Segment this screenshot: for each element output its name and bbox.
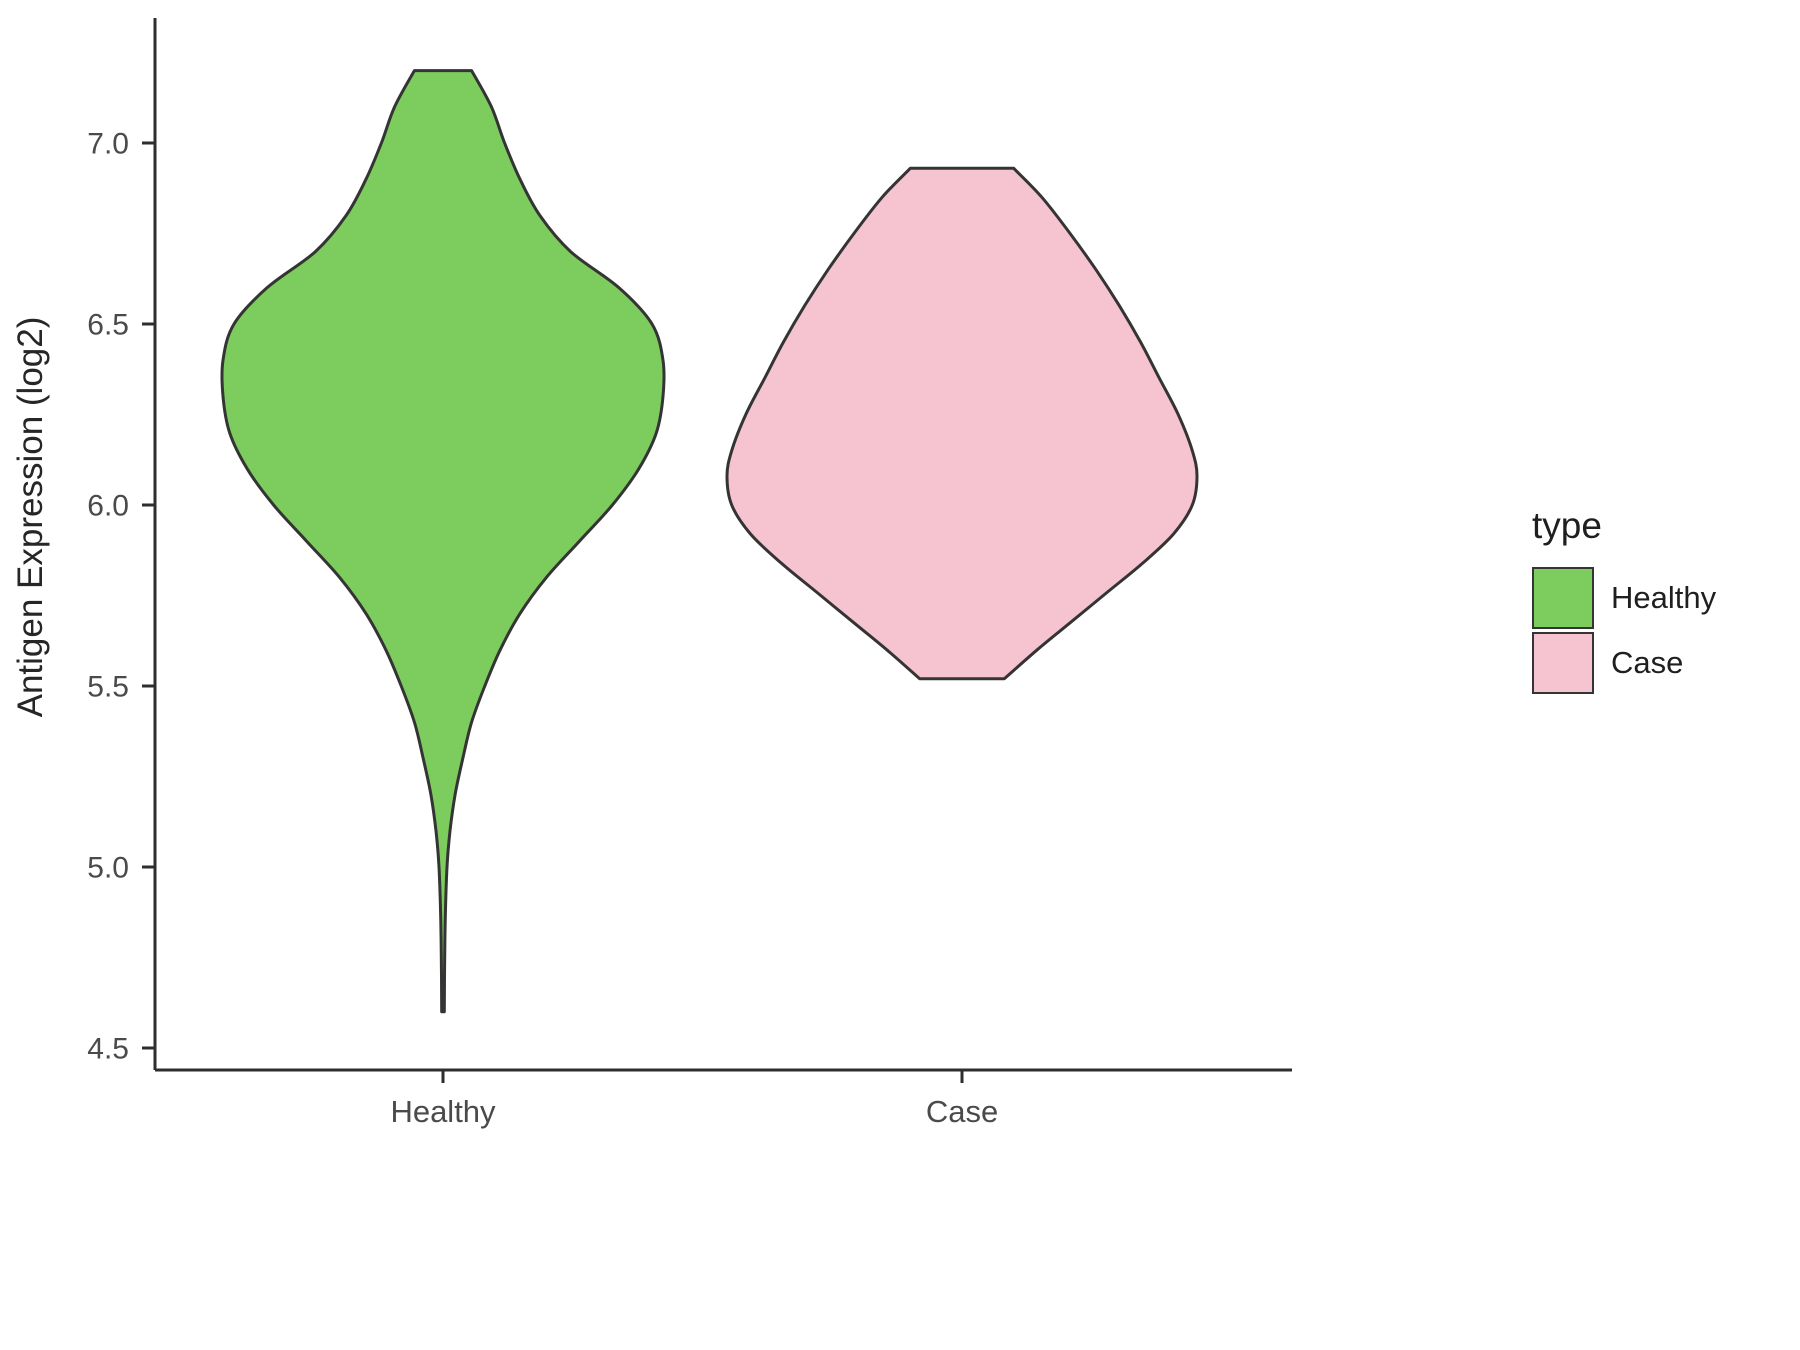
y-tick-label: 6.5 — [87, 309, 129, 342]
x-category-label: Healthy — [390, 1094, 496, 1129]
y-tick-label: 5.5 — [87, 671, 129, 704]
legend-item-healthy: Healthy — [1532, 567, 1716, 629]
legend-item-case: Case — [1532, 632, 1716, 694]
y-tick-label: 4.5 — [87, 1033, 129, 1066]
legend-swatch-healthy-icon — [1532, 567, 1594, 629]
legend-title: type — [1532, 505, 1602, 546]
legend: type Healthy Case — [1532, 505, 1716, 697]
y-tick-label: 7.0 — [87, 128, 129, 161]
legend-label-healthy: Healthy — [1611, 580, 1717, 615]
legend-label-case: Case — [1611, 645, 1684, 680]
violin-healthy — [220, 69, 666, 1014]
y-axis-title: Antigen Expression (log2) — [11, 317, 50, 718]
legend-swatch-case-icon — [1532, 632, 1594, 694]
violin-case — [725, 166, 1199, 681]
y-tick-label: 6.0 — [87, 490, 129, 523]
x-category-label: Case — [926, 1094, 998, 1129]
y-tick-label: 5.0 — [87, 852, 129, 885]
